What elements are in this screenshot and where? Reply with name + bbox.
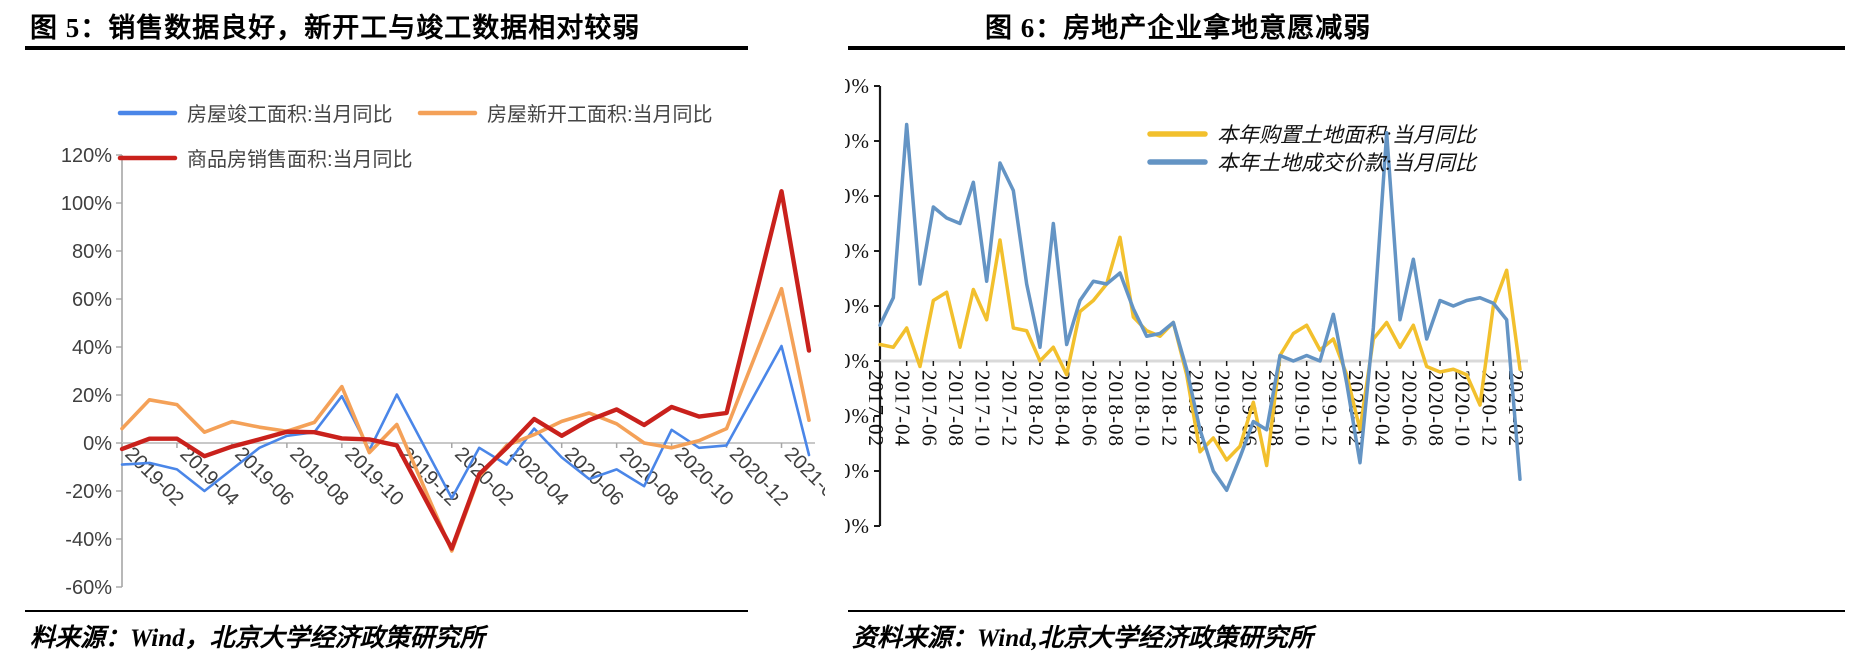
y-tick-label: 0% <box>83 433 112 455</box>
figure6-title-rule <box>848 46 1845 50</box>
series-line <box>119 189 812 551</box>
y-tick-label: 60% <box>72 289 112 311</box>
x-tick-label: 2020-08 <box>1424 370 1448 447</box>
x-tick-label: 2018-10 <box>1131 370 1155 447</box>
y-tick-label: 40% <box>845 239 870 263</box>
legend-label: 本年购置土地面积:当月同比 <box>1217 123 1478 147</box>
x-tick-label: 2020-10 <box>670 443 737 510</box>
x-tick-label: 2017-10 <box>971 370 995 447</box>
series-line <box>120 344 811 500</box>
figure5-title-rule <box>25 46 748 50</box>
x-tick-label: 2020-02 <box>450 443 517 510</box>
y-tick-label: -60% <box>65 577 112 599</box>
x-tick-label: 2019-10 <box>1291 370 1315 447</box>
x-tick-label: 2018-02 <box>1024 370 1048 447</box>
y-tick-label: 120% <box>61 145 112 167</box>
y-tick-label: -20% <box>845 404 870 428</box>
series-line <box>878 235 1522 468</box>
x-tick-label: 2017-06 <box>917 370 941 447</box>
y-tick-label: 80% <box>845 129 870 153</box>
x-tick-label: 2019-10 <box>340 443 407 510</box>
y-tick-label: 0% <box>845 349 870 373</box>
series-line <box>878 122 1522 492</box>
y-tick-label: -20% <box>65 481 112 503</box>
legend-label: 房屋新开工面积:当月同比 <box>487 103 713 126</box>
y-tick-label: 40% <box>72 337 112 359</box>
y-tick-label: -40% <box>65 529 112 551</box>
y-tick-label: 60% <box>845 184 870 208</box>
x-tick-label: 2017-02 <box>864 370 888 447</box>
figure6-line-chart: -60%-40%-20%0%20%40%60%80%100%2017-02201… <box>845 78 1528 538</box>
x-tick-label: 2018-08 <box>1104 370 1128 447</box>
legend-label: 房屋竣工面积:当月同比 <box>187 103 393 126</box>
legend-label: 商品房销售面积:当月同比 <box>187 148 413 171</box>
x-tick-label: 2017-12 <box>997 370 1021 447</box>
y-tick-label: 100% <box>61 193 112 215</box>
figure6-source: 资料来源：Wind,北京大学经济政策研究所 <box>852 625 1313 652</box>
y-tick-label: -60% <box>845 514 870 538</box>
figure6-bottom-rule <box>848 610 1845 612</box>
x-tick-label: 2019-04 <box>1211 370 1235 447</box>
x-tick-label: 2019-08 <box>285 443 352 510</box>
figure6-title: 图 6：房地产企业拿地意愿减弱 <box>985 13 1372 43</box>
x-tick-label: 2019-02 <box>120 443 187 510</box>
y-tick-label: 20% <box>845 294 870 318</box>
figure5-title: 图 5：销售数据良好，新开工与竣工数据相对较弱 <box>30 13 641 43</box>
x-tick-label: 2020-04 <box>1371 370 1395 447</box>
x-tick-label: 2020-12 <box>1477 370 1501 447</box>
x-tick-label: 2019-12 <box>1317 370 1341 447</box>
x-tick-label: 2018-12 <box>1157 370 1181 447</box>
figure5-bottom-rule <box>25 610 748 612</box>
y-tick-label: 80% <box>72 241 112 263</box>
x-tick-label: 2017-08 <box>944 370 968 447</box>
y-tick-label: 100% <box>845 78 870 98</box>
x-tick-label: 2018-06 <box>1077 370 1101 447</box>
x-tick-label: 2018-04 <box>1051 370 1075 447</box>
x-tick-label: 2020-06 <box>1397 370 1421 447</box>
y-tick-label: -40% <box>845 459 870 483</box>
figure5-line-chart: -60% -40% -20% 0% 20% 40% 60% 80% 100% 120% 2019-0… <box>61 103 825 599</box>
x-tick-label: 2017-04 <box>891 370 915 447</box>
figure5-source: 料来源：Wind，北京大学经济政策研究所 <box>30 625 485 652</box>
y-tick-label: 20% <box>72 385 112 407</box>
x-tick-label: 2020-12 <box>725 443 792 510</box>
legend-label: 本年土地成交价款:当月同比 <box>1217 151 1478 175</box>
x-tick-label: 2019-06 <box>230 443 297 510</box>
